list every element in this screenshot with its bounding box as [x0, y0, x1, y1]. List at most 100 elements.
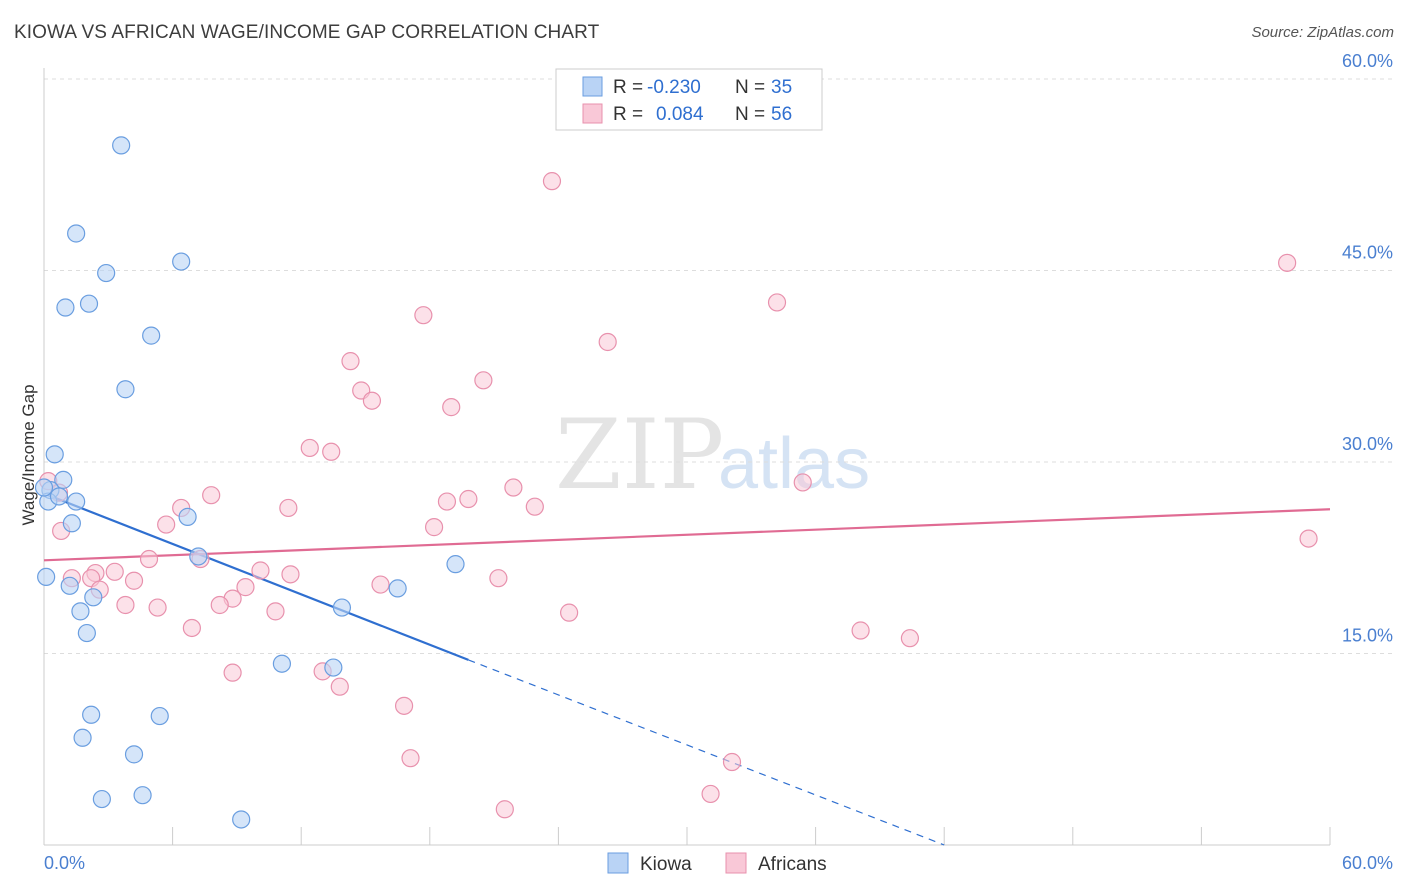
- africans-point: [362, 391, 382, 410]
- kiowa-point: [150, 706, 169, 726]
- x-tick-label-max: 60.0%: [1342, 853, 1393, 873]
- stats-legend: R = -0.230 N = 35 R = 0.084 N = 56: [555, 68, 823, 131]
- africans-trend-line: [43, 508, 1331, 562]
- africans-point: [210, 595, 229, 615]
- x-tick-label-min: 0.0%: [44, 853, 85, 873]
- kiowa-point: [56, 298, 75, 317]
- kiowa-point: [79, 294, 99, 313]
- africans-point: [414, 306, 433, 325]
- y-tick-labels: 15.0% 30.0% 45.0% 60.0%: [1342, 51, 1393, 646]
- kiowa-point: [133, 786, 152, 805]
- legend-africans-r-label: R =: [613, 104, 643, 125]
- africans-point: [900, 629, 920, 648]
- africans-point: [330, 677, 349, 696]
- africans-point: [424, 518, 444, 537]
- kiowa-point: [324, 658, 343, 677]
- kiowa-point: [124, 745, 144, 764]
- africans-point: [459, 489, 478, 509]
- africans-point: [542, 172, 562, 191]
- africans-point: [793, 473, 812, 492]
- africans-point: [851, 621, 870, 640]
- watermark-zip: ZIP: [555, 399, 724, 511]
- africans-point: [1299, 529, 1318, 548]
- legend-africans-swatch: [582, 103, 603, 124]
- kiowa-point: [54, 470, 73, 489]
- legend-kiowa-r-value: -0.230: [647, 77, 701, 98]
- kiowa-point: [82, 705, 101, 724]
- kiowa-point: [388, 579, 407, 598]
- africans-point: [281, 565, 300, 584]
- legend-kiowa-n-label: N =: [735, 77, 765, 98]
- y-axis-label: Wage/Income Gap: [19, 384, 38, 525]
- bottom-legend-africans-label: Africans: [758, 854, 827, 875]
- kiowa-point: [77, 623, 96, 643]
- kiowa-point: [116, 380, 135, 399]
- bottom-legend-africans-swatch: [725, 852, 747, 874]
- kiowa-point: [332, 598, 352, 617]
- legend-kiowa-r-label: R =: [613, 77, 643, 98]
- africans-point: [105, 562, 124, 581]
- africans-point: [157, 515, 176, 534]
- africans-point: [236, 578, 255, 597]
- kiowa-points: [34, 136, 465, 829]
- legend-africans-n-label: N =: [735, 104, 765, 125]
- africans-point: [701, 784, 720, 804]
- africans-point: [182, 618, 201, 638]
- africans-point: [322, 442, 341, 461]
- kiowa-trend-extension: [468, 659, 945, 846]
- kiowa-point: [34, 478, 54, 497]
- kiowa-point: [37, 567, 56, 587]
- kiowa-point: [272, 654, 292, 673]
- kiowa-point: [446, 555, 465, 574]
- kiowa-point: [62, 514, 81, 533]
- africans-point: [525, 497, 544, 516]
- kiowa-point: [232, 810, 251, 829]
- africans-point: [474, 371, 493, 390]
- gridlines: [44, 78, 1395, 654]
- africans-point: [279, 498, 298, 518]
- africans-point: [202, 486, 221, 505]
- africans-point: [401, 749, 420, 768]
- africans-point: [722, 752, 742, 772]
- africans-point: [504, 478, 523, 497]
- legend-africans-n-value: 56: [771, 104, 792, 125]
- africans-point: [341, 352, 360, 371]
- y-tick-label: 15.0%: [1342, 626, 1393, 646]
- kiowa-point: [178, 507, 197, 526]
- africans-point: [300, 438, 319, 458]
- africans-point: [394, 696, 414, 715]
- kiowa-point: [172, 252, 191, 271]
- y-tick-label: 60.0%: [1342, 51, 1393, 71]
- kiowa-point: [49, 487, 69, 506]
- africans-point: [437, 492, 457, 511]
- legend-kiowa-n-value: 35: [771, 77, 792, 98]
- y-tick-label: 30.0%: [1342, 434, 1393, 454]
- africans-points: [39, 172, 1318, 819]
- kiowa-point: [189, 547, 208, 566]
- africans-point: [442, 398, 461, 417]
- africans-point: [266, 602, 285, 621]
- legend-africans-r-value: 0.084: [656, 104, 704, 125]
- africans-point: [489, 569, 508, 588]
- africans-point: [598, 332, 617, 352]
- kiowa-point: [112, 136, 131, 155]
- africans-point: [251, 561, 270, 580]
- kiowa-point: [45, 445, 64, 464]
- africans-point: [560, 603, 579, 622]
- series-legend: Kiowa Africans: [607, 852, 827, 875]
- y-tick-label: 45.0%: [1342, 243, 1393, 263]
- legend-kiowa-swatch: [582, 76, 603, 97]
- axes: [43, 68, 1331, 846]
- africans-point: [767, 293, 787, 312]
- africans-point: [116, 595, 135, 615]
- bottom-legend-kiowa-label: Kiowa: [640, 854, 692, 875]
- kiowa-point: [97, 263, 116, 283]
- chart-title: KIOWA VS AFRICAN WAGE/INCOME GAP CORRELA…: [14, 22, 600, 43]
- kiowa-point: [60, 576, 79, 595]
- africans-point: [139, 549, 159, 569]
- kiowa-point: [92, 789, 111, 809]
- kiowa-point: [73, 728, 92, 747]
- africans-point: [148, 598, 167, 617]
- source-label: Source: ZipAtlas.com: [1251, 24, 1394, 41]
